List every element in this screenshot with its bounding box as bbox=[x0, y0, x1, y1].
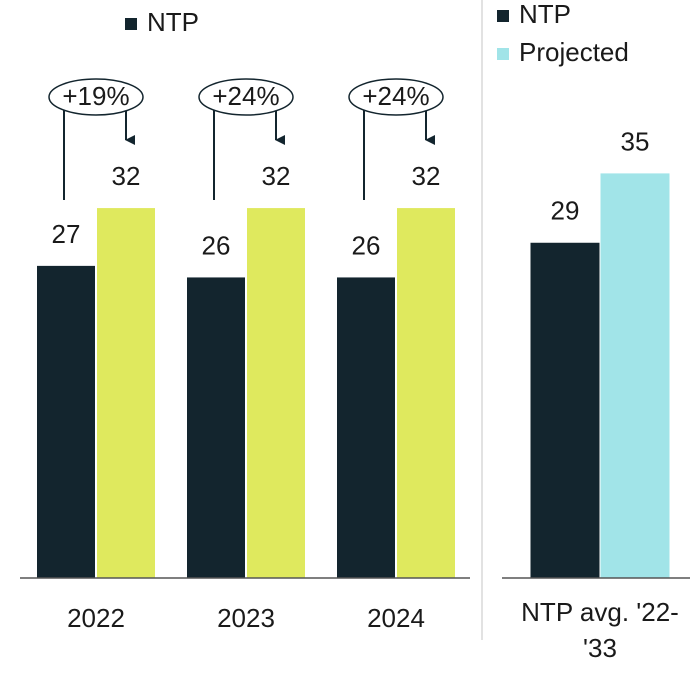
legend-label: NTP bbox=[147, 7, 199, 37]
x-tick-label: NTP avg. '22-'33 bbox=[521, 597, 679, 663]
x-tick-label-text: NTP avg. '22-'33 bbox=[521, 597, 679, 663]
legend-swatch bbox=[497, 10, 509, 22]
annotation: +19% bbox=[62, 81, 129, 111]
bar bbox=[530, 242, 600, 578]
value-label: 29 bbox=[551, 196, 580, 226]
legend-label: NTP bbox=[519, 0, 571, 29]
bar bbox=[97, 208, 155, 578]
x-tick-label: 2023 bbox=[217, 603, 275, 633]
bar bbox=[600, 173, 670, 578]
x-tick-label: 2024 bbox=[367, 603, 425, 633]
value-label: 32 bbox=[262, 161, 291, 191]
legend-label: Projected bbox=[519, 37, 629, 67]
x-tick-label: 2022 bbox=[67, 603, 125, 633]
legend-swatch bbox=[497, 48, 509, 60]
annotation-oval bbox=[348, 78, 444, 116]
annotation: +24% bbox=[362, 81, 429, 111]
annotation-oval bbox=[48, 78, 144, 116]
bar bbox=[247, 208, 305, 578]
bar bbox=[397, 208, 455, 578]
annotation-oval bbox=[198, 78, 294, 116]
bar bbox=[37, 265, 95, 578]
value-label: 27 bbox=[52, 219, 81, 249]
annotation: +24% bbox=[212, 81, 279, 111]
value-label: 26 bbox=[352, 230, 381, 260]
bar bbox=[337, 277, 395, 578]
value-label: 35 bbox=[621, 126, 650, 156]
legend-swatch bbox=[125, 18, 137, 30]
bar bbox=[187, 277, 245, 578]
value-label: 26 bbox=[202, 230, 231, 260]
value-label: 32 bbox=[112, 161, 141, 191]
value-label: 32 bbox=[412, 161, 441, 191]
